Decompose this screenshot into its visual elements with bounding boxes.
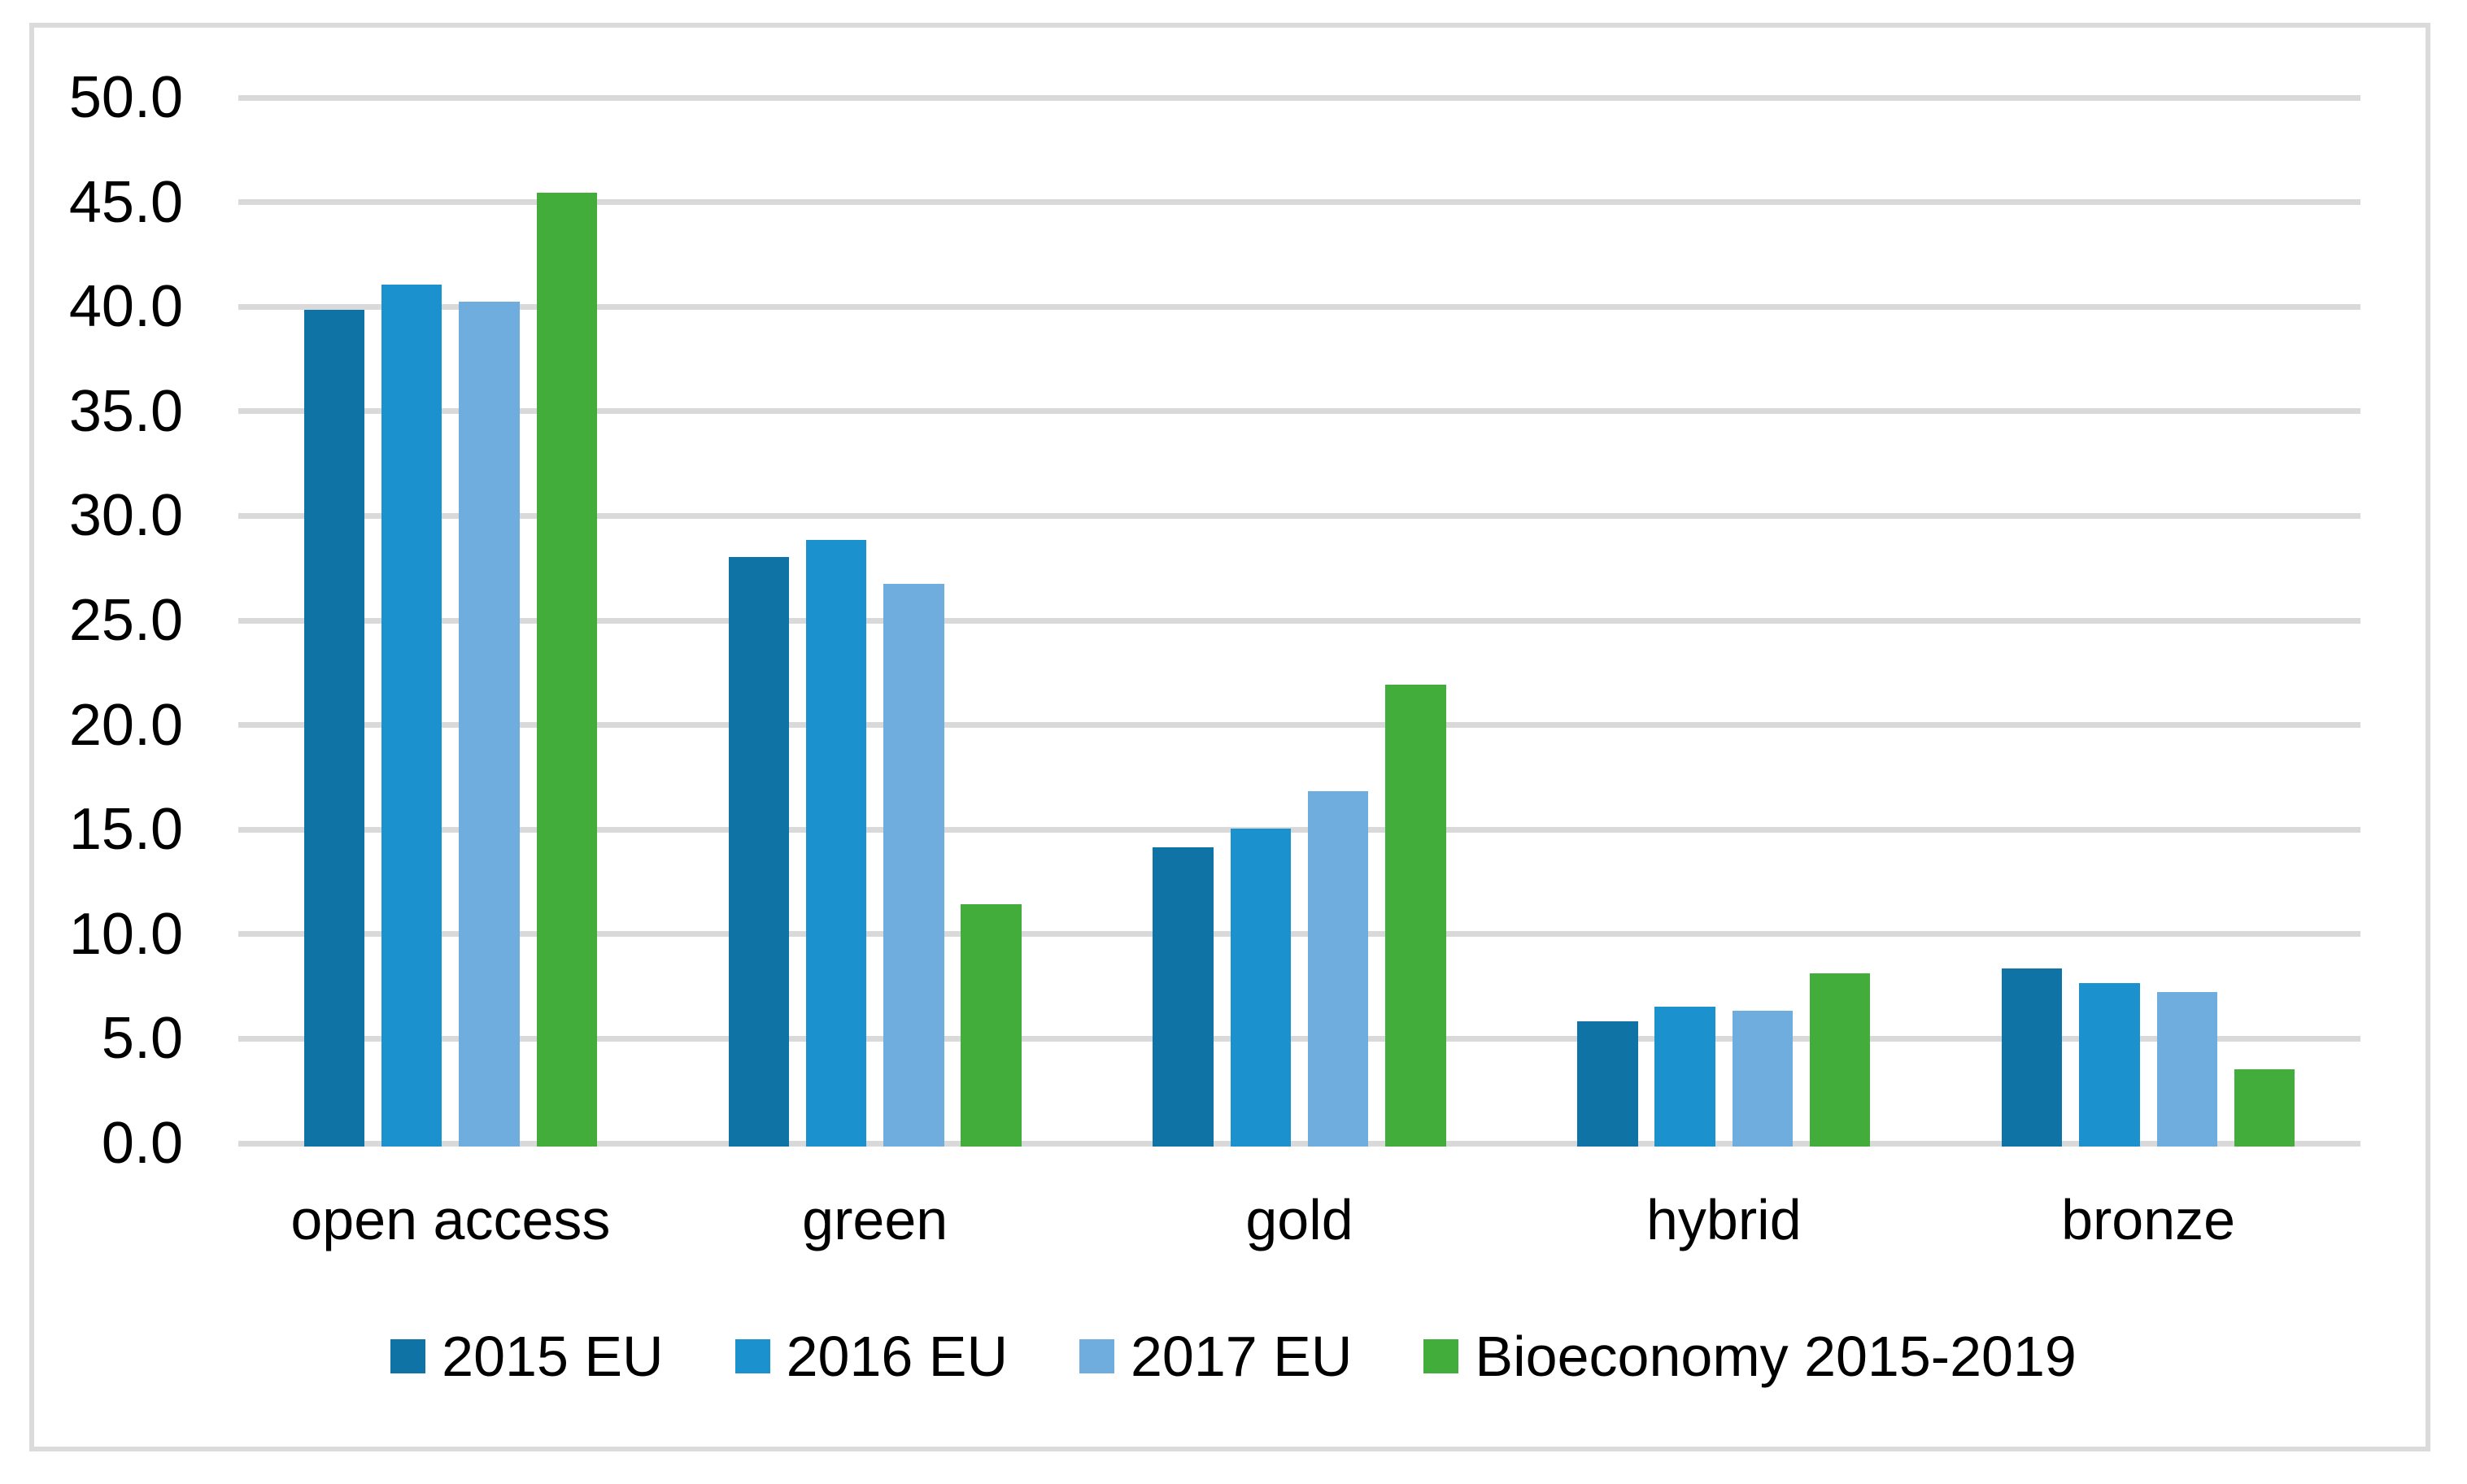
bar (1230, 829, 1292, 1147)
bar-group-open-access (238, 98, 663, 1147)
legend-swatch-icon (734, 1339, 770, 1373)
x-category-label: bronze (2061, 1188, 2236, 1251)
gridline (238, 408, 2360, 415)
gridline (238, 512, 2360, 519)
y-tick-label: 45.0 (68, 169, 183, 235)
bar (2234, 1068, 2295, 1147)
plot-area (238, 94, 2360, 1147)
legend: 2015 EU 2016 EU 2017 EU Bioeconomy 2015-201… (0, 1324, 2467, 1389)
legend-item: 2017 EU (1079, 1324, 1352, 1389)
bar (459, 301, 520, 1147)
bar (2156, 991, 2217, 1147)
bar (1577, 1021, 1638, 1147)
gridline (238, 1035, 2360, 1042)
gridline (238, 199, 2360, 206)
y-tick-label: 30.0 (68, 483, 183, 549)
x-category-label: hybrid (1645, 1188, 1802, 1251)
legend-label: Bioeconomy 2015-2019 (1475, 1325, 2077, 1388)
legend-item: 2016 EU (734, 1324, 1008, 1389)
y-tick-label: 20.0 (68, 692, 183, 758)
bar (1810, 973, 1871, 1147)
legend-item: Bioeconomy 2015-2019 (1423, 1324, 2077, 1389)
y-tick-label: 40.0 (68, 274, 183, 340)
legend-label: 2016 EU (786, 1325, 1008, 1388)
legend-swatch-icon (1079, 1339, 1114, 1373)
bar (381, 285, 442, 1147)
bar (961, 903, 1022, 1147)
bar (1153, 847, 1214, 1147)
bar (303, 310, 365, 1147)
bar (805, 540, 867, 1147)
bar (728, 556, 789, 1147)
bar (1732, 1010, 1794, 1147)
y-tick-label: 10.0 (68, 901, 183, 967)
gridline (238, 931, 2360, 938)
x-category-label: green (802, 1188, 948, 1251)
bar (2001, 968, 2063, 1147)
bar (1654, 1006, 1715, 1147)
legend-swatch-icon (1423, 1339, 1459, 1373)
x-category-label: gold (1245, 1188, 1353, 1251)
bar-group-green (663, 98, 1087, 1147)
y-tick-label: 25.0 (68, 588, 183, 653)
legend-label: 2015 EU (442, 1325, 664, 1388)
legend-item: 2015 EU (390, 1324, 664, 1389)
gridline (238, 94, 2360, 101)
gridline (238, 722, 2360, 729)
y-tick-label: 35.0 (68, 378, 183, 444)
bar-group-bronze (1936, 98, 2360, 1147)
x-category-label: open access (290, 1188, 611, 1251)
bar (883, 584, 944, 1147)
bar-group-hybrid (1511, 98, 1936, 1147)
y-tick-label: 0.0 (101, 1111, 183, 1176)
gridline (238, 1140, 2360, 1147)
y-tick-label: 15.0 (68, 797, 183, 863)
gridline (238, 826, 2360, 833)
legend-label: 2017 EU (1131, 1325, 1353, 1388)
gridline (238, 617, 2360, 624)
bar (1385, 684, 1446, 1147)
legend-swatch-icon (390, 1339, 426, 1373)
gridline (238, 303, 2360, 310)
bar (2079, 983, 2140, 1147)
bar-group-gold (1087, 98, 1512, 1147)
y-tick-label: 50.0 (68, 65, 183, 130)
bar (536, 193, 598, 1147)
y-tick-label: 5.0 (101, 1006, 183, 1072)
bar (1307, 790, 1369, 1147)
